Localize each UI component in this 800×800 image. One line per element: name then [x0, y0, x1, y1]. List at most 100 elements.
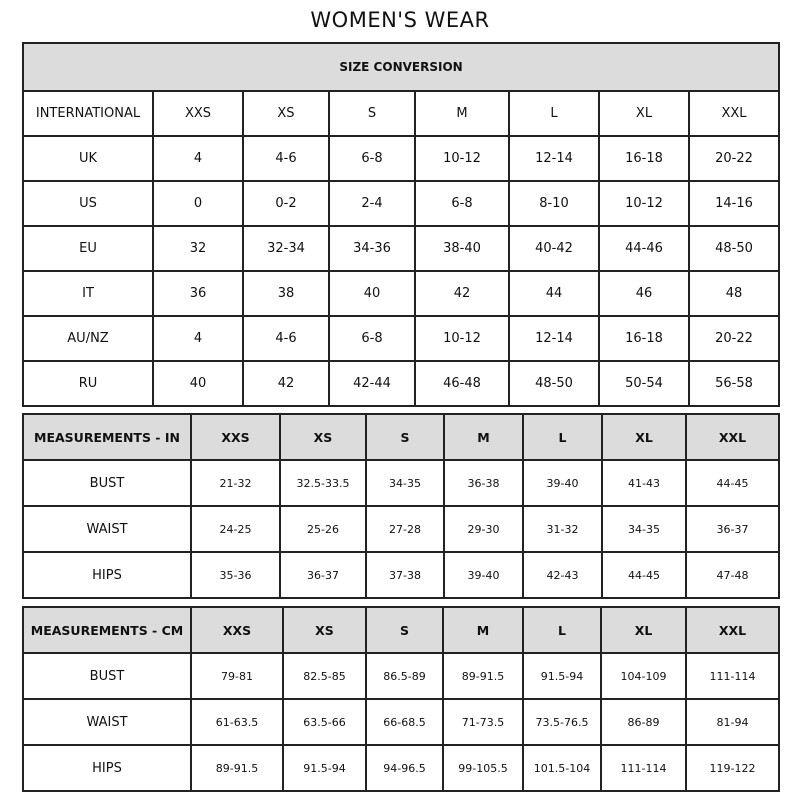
table-cell: 86-89 — [600, 698, 687, 746]
column-header: L — [522, 413, 603, 461]
table-cell: 44 — [508, 270, 600, 317]
column-header: S — [365, 413, 445, 461]
table-cell: 48-50 — [508, 360, 600, 407]
column-header: S — [328, 90, 416, 137]
row-label: RU — [22, 360, 154, 407]
table-cell: 40 — [328, 270, 416, 317]
table-cell: 119-122 — [685, 744, 780, 792]
table-cell: 71-73.5 — [442, 698, 524, 746]
table-cell: 36 — [152, 270, 244, 317]
table-cell: 89-91.5 — [442, 652, 524, 700]
table-cell: 36-37 — [279, 551, 367, 599]
column-header: XS — [279, 413, 367, 461]
table-cell: 73.5-76.5 — [522, 698, 602, 746]
table-cell: 111-114 — [685, 652, 780, 700]
column-header: M — [443, 413, 524, 461]
table-cell: 32.5-33.5 — [279, 459, 367, 507]
table-cell: 46-48 — [414, 360, 510, 407]
column-header: XXL — [687, 90, 781, 137]
table-cell: 4-6 — [242, 315, 330, 362]
table-row: AU/NZ 4 4-6 6-8 10-12 12-14 16-18 20-22 — [22, 315, 781, 362]
table-cell: 44-45 — [601, 551, 687, 599]
table-cell: 82.5-85 — [282, 652, 367, 700]
table-cell: 21-32 — [190, 459, 281, 507]
table-cell: 34-36 — [328, 225, 416, 272]
row-label: HIPS — [22, 551, 192, 599]
table-row: WAIST 61-63.5 63.5-66 66-68.5 71-73.5 73.5-76… — [22, 698, 780, 746]
size-conversion-table: SIZE CONVERSION INTERNATIONAL XXS XS S M L XL X… — [21, 42, 781, 407]
table-cell: 91.5-94 — [282, 744, 367, 792]
column-header: XXS — [190, 413, 281, 461]
table-cell: 31-32 — [522, 505, 603, 553]
table-cell: 35-36 — [190, 551, 281, 599]
table-cell: 39-40 — [443, 551, 524, 599]
table-cell: 101.5-104 — [522, 744, 602, 792]
table-row: BUST 79-81 82.5-85 86.5-89 89-91.5 91.5-94 104… — [22, 652, 780, 700]
column-header: XXL — [685, 413, 780, 461]
table-row: EU 32 32-34 34-36 38-40 40-42 44-46 48-50 — [22, 225, 781, 272]
table-cell: 36-37 — [685, 505, 780, 553]
size-conversion-heading: SIZE CONVERSION — [21, 42, 781, 92]
row-label: BUST — [22, 652, 192, 700]
column-header: L — [508, 90, 600, 137]
table-cell: 41-43 — [601, 459, 687, 507]
table-cell: 79-81 — [190, 652, 284, 700]
table-cell: 50-54 — [598, 360, 690, 407]
table-cell: 42-43 — [522, 551, 603, 599]
table-cell: 99-105.5 — [442, 744, 524, 792]
table-cell: 2-4 — [328, 180, 416, 227]
table-row: UK 4 4-6 6-8 10-12 12-14 16-18 20-22 — [22, 135, 781, 182]
table-cell: 38-40 — [414, 225, 510, 272]
table-row: HIPS 89-91.5 91.5-94 94-96.5 99-105.5 101.5-1… — [22, 744, 780, 792]
table-cell: 20-22 — [687, 135, 781, 182]
table-cell: 61-63.5 — [190, 698, 284, 746]
header-row: MEASUREMENTS - CM XXS XS S M L XL XXL — [22, 606, 780, 654]
table-cell: 34-35 — [601, 505, 687, 553]
table-row: RU 40 42 42-44 46-48 48-50 50-54 56-58 — [22, 360, 781, 407]
table-cell: 39-40 — [522, 459, 603, 507]
table-cell: 40-42 — [508, 225, 600, 272]
table-row: BUST 21-32 32.5-33.5 34-35 36-38 39-40 41-43 44… — [22, 459, 780, 507]
table-cell: 36-38 — [443, 459, 524, 507]
table-cell: 56-58 — [687, 360, 781, 407]
table-cell: 4-6 — [242, 135, 330, 182]
column-header: M — [414, 90, 510, 137]
table-cell: 12-14 — [508, 135, 600, 182]
table-cell: 47-48 — [685, 551, 780, 599]
table-cell: 38 — [242, 270, 330, 317]
table-row: HIPS 35-36 36-37 37-38 39-40 42-43 44-45 47-48 — [22, 551, 780, 599]
table-cell: 16-18 — [598, 315, 690, 362]
column-header: MEASUREMENTS - CM — [22, 606, 192, 654]
table-cell: 104-109 — [600, 652, 687, 700]
column-header: MEASUREMENTS - IN — [22, 413, 192, 461]
table-cell: 34-35 — [365, 459, 445, 507]
row-label: HIPS — [22, 744, 192, 792]
row-label: US — [22, 180, 154, 227]
table-cell: 42 — [414, 270, 510, 317]
measurements-cm-table: MEASUREMENTS - CM XXS XS S M L XL XXL BUST 79-81 8… — [22, 606, 780, 792]
table-cell: 0 — [152, 180, 244, 227]
table-cell: 48 — [687, 270, 781, 317]
table-cell: 6-8 — [414, 180, 510, 227]
column-header: XS — [282, 606, 367, 654]
table-cell: 16-18 — [598, 135, 690, 182]
row-label: IT — [22, 270, 154, 317]
row-label: WAIST — [22, 698, 192, 746]
row-label: AU/NZ — [22, 315, 154, 362]
header-row: INTERNATIONAL XXS XS S M L XL XXL — [22, 90, 781, 137]
table-cell: 20-22 — [687, 315, 781, 362]
table-cell: 25-26 — [279, 505, 367, 553]
table-cell: 10-12 — [414, 315, 510, 362]
table-cell: 37-38 — [365, 551, 445, 599]
table-cell: 42-44 — [328, 360, 416, 407]
column-header: XL — [600, 606, 687, 654]
column-header: S — [365, 606, 444, 654]
table-cell: 44-46 — [598, 225, 690, 272]
column-header: XL — [601, 413, 687, 461]
table-cell: 48-50 — [687, 225, 781, 272]
table-cell: 10-12 — [414, 135, 510, 182]
table-cell: 29-30 — [443, 505, 524, 553]
table-cell: 86.5-89 — [365, 652, 444, 700]
table-row: US 0 0-2 2-4 6-8 8-10 10-12 14-16 — [22, 180, 781, 227]
row-label: EU — [22, 225, 154, 272]
